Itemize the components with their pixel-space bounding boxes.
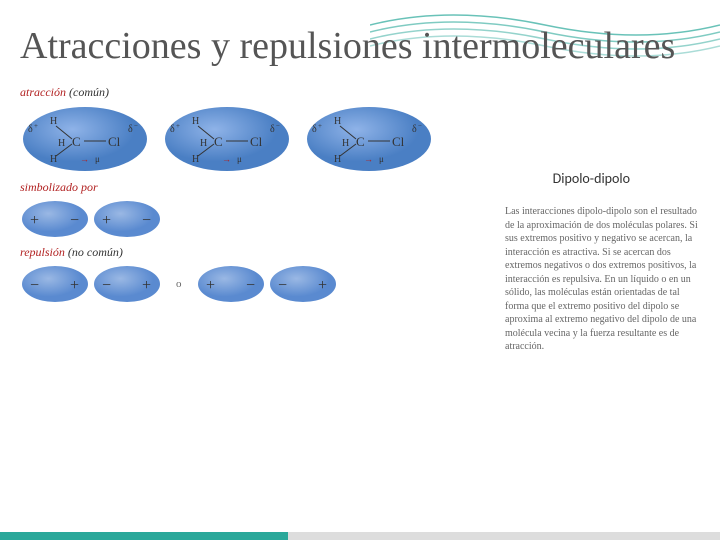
molecule-3: δ+ H H C Cl δ− H → μ [304, 104, 434, 174]
subtitle: Dipolo-dipolo [553, 170, 630, 187]
oval: − + [92, 264, 162, 304]
repulsion-note: (no común) [68, 245, 123, 259]
oval: + − [196, 264, 266, 304]
svg-text:+: + [34, 122, 38, 130]
svg-text:→: → [364, 154, 373, 164]
svg-text:−: − [276, 122, 280, 130]
svg-text:+: + [206, 277, 215, 294]
svg-text:−: − [278, 277, 287, 294]
svg-text:−: − [134, 122, 138, 130]
molecule-row: δ+ H H C Cl δ− H → μ δ+ H H C Cl δ− H → [20, 104, 700, 174]
svg-text:→: → [222, 154, 231, 164]
oval: − + [20, 264, 90, 304]
svg-text:C: C [356, 134, 365, 149]
repulsion-word: repulsión [20, 245, 65, 259]
label-attraction: atracción (común) [20, 85, 700, 100]
oval: − + [268, 264, 338, 304]
svg-text:μ: μ [379, 154, 384, 164]
svg-text:+: + [142, 277, 151, 294]
svg-text:μ: μ [237, 154, 242, 164]
svg-text:δ: δ [170, 124, 175, 135]
attraction-note: (común) [69, 85, 109, 99]
slide-title: Atracciones y repulsiones intermolecular… [0, 0, 720, 79]
svg-text:+: + [176, 122, 180, 130]
svg-text:+: + [70, 277, 79, 294]
svg-text:−: − [142, 212, 151, 229]
molecule-1: δ+ H H C Cl δ− H → μ [20, 104, 150, 174]
svg-text:+: + [318, 122, 322, 130]
svg-text:H: H [334, 116, 341, 127]
svg-text:H: H [50, 116, 57, 127]
svg-text:Cl: Cl [250, 134, 263, 149]
svg-text:H: H [192, 116, 199, 127]
oval: + − [92, 199, 162, 239]
svg-text:δ: δ [312, 124, 317, 135]
svg-text:−: − [30, 277, 39, 294]
accent-line [0, 532, 720, 540]
svg-text:→: → [80, 154, 89, 164]
svg-text:+: + [30, 212, 39, 229]
svg-text:+: + [318, 277, 327, 294]
svg-text:+: + [102, 212, 111, 229]
svg-text:δ: δ [128, 124, 133, 135]
svg-text:−: − [246, 277, 255, 294]
molecule-2: δ+ H H C Cl δ− H → μ [162, 104, 292, 174]
or-text: o [176, 278, 182, 290]
svg-text:C: C [214, 134, 223, 149]
svg-text:H: H [200, 138, 207, 149]
oval-pair: − + − + [20, 264, 162, 304]
svg-text:δ: δ [28, 124, 33, 135]
svg-text:H: H [58, 138, 65, 149]
svg-text:H: H [342, 138, 349, 149]
oval-pair: + − + − [20, 199, 162, 239]
svg-text:Cl: Cl [108, 134, 121, 149]
attraction-word: atracción [20, 85, 66, 99]
svg-text:−: − [418, 122, 422, 130]
svg-text:μ: μ [95, 154, 100, 164]
svg-text:δ: δ [270, 124, 275, 135]
svg-text:−: − [70, 212, 79, 229]
svg-text:δ: δ [412, 124, 417, 135]
svg-text:−: − [102, 277, 111, 294]
oval-pair: + − − + [196, 264, 338, 304]
oval: + − [20, 199, 90, 239]
description-text: Las interacciones dipolo-dipolo son el r… [505, 205, 705, 354]
svg-text:Cl: Cl [392, 134, 405, 149]
svg-text:C: C [72, 134, 81, 149]
